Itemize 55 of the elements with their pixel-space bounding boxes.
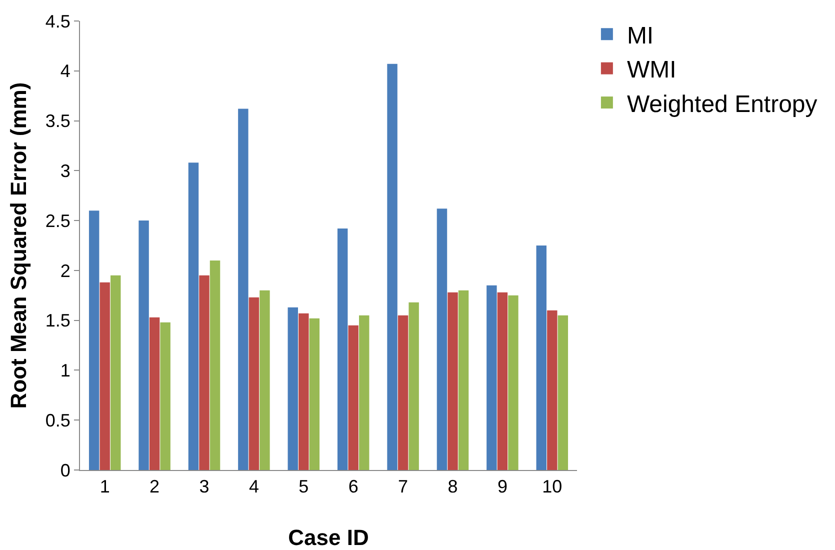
bar — [486, 285, 497, 470]
bar — [558, 315, 568, 470]
y-tick-label: 0.5 — [45, 410, 70, 430]
y-axis-title: Root Mean Squared Error (mm) — [6, 82, 31, 409]
bar — [260, 290, 270, 470]
x-tick-label: 2 — [150, 476, 160, 497]
bar — [288, 307, 298, 470]
x-tick-label: 8 — [448, 476, 458, 497]
x-tick-label: 6 — [348, 476, 358, 497]
y-tick-label: 3.5 — [45, 111, 70, 132]
x-tick-label: 3 — [199, 476, 210, 497]
bar — [398, 315, 408, 470]
bar — [248, 297, 260, 470]
bar — [448, 292, 458, 470]
bar — [497, 292, 508, 470]
bar — [337, 228, 348, 470]
bar — [210, 260, 220, 470]
bar — [436, 208, 448, 470]
x-tick-label: 10 — [542, 476, 562, 497]
x-tick-label: 7 — [398, 476, 408, 497]
bar — [88, 210, 100, 470]
x-axis-title: Case ID — [288, 525, 369, 550]
bar — [199, 275, 210, 470]
y-tick-label: 1 — [60, 360, 70, 381]
bar — [408, 302, 419, 470]
y-tick-label: 0 — [60, 460, 70, 480]
bar — [458, 290, 469, 470]
legend-label: MI — [626, 22, 654, 50]
y-tick-label: 4 — [60, 61, 70, 82]
bar — [547, 310, 558, 470]
bar — [359, 315, 370, 470]
bar — [188, 162, 199, 470]
legend-label: WMI — [626, 56, 676, 84]
bar — [238, 108, 248, 470]
bar — [149, 317, 160, 470]
x-tick-label: 5 — [298, 476, 309, 497]
y-tick-label: 3 — [60, 160, 70, 181]
bar — [298, 313, 309, 470]
y-tick-label: 2.5 — [45, 210, 70, 231]
bar — [100, 282, 110, 470]
bar — [508, 295, 518, 470]
x-tick-label: 1 — [100, 476, 110, 497]
x-tick-label: 9 — [497, 476, 508, 497]
bar — [536, 246, 546, 470]
x-tick-label: 4 — [248, 476, 259, 497]
y-tick-label: 2 — [60, 260, 70, 281]
bar — [387, 64, 398, 470]
bar — [110, 275, 121, 470]
bar — [348, 325, 358, 470]
bar — [138, 220, 149, 470]
y-tick-label: 4.5 — [45, 11, 70, 32]
y-tick-label: 1.5 — [45, 310, 70, 331]
bar — [160, 322, 170, 470]
legend-label: Weighted Entropy — [626, 90, 818, 118]
bar — [309, 318, 320, 470]
